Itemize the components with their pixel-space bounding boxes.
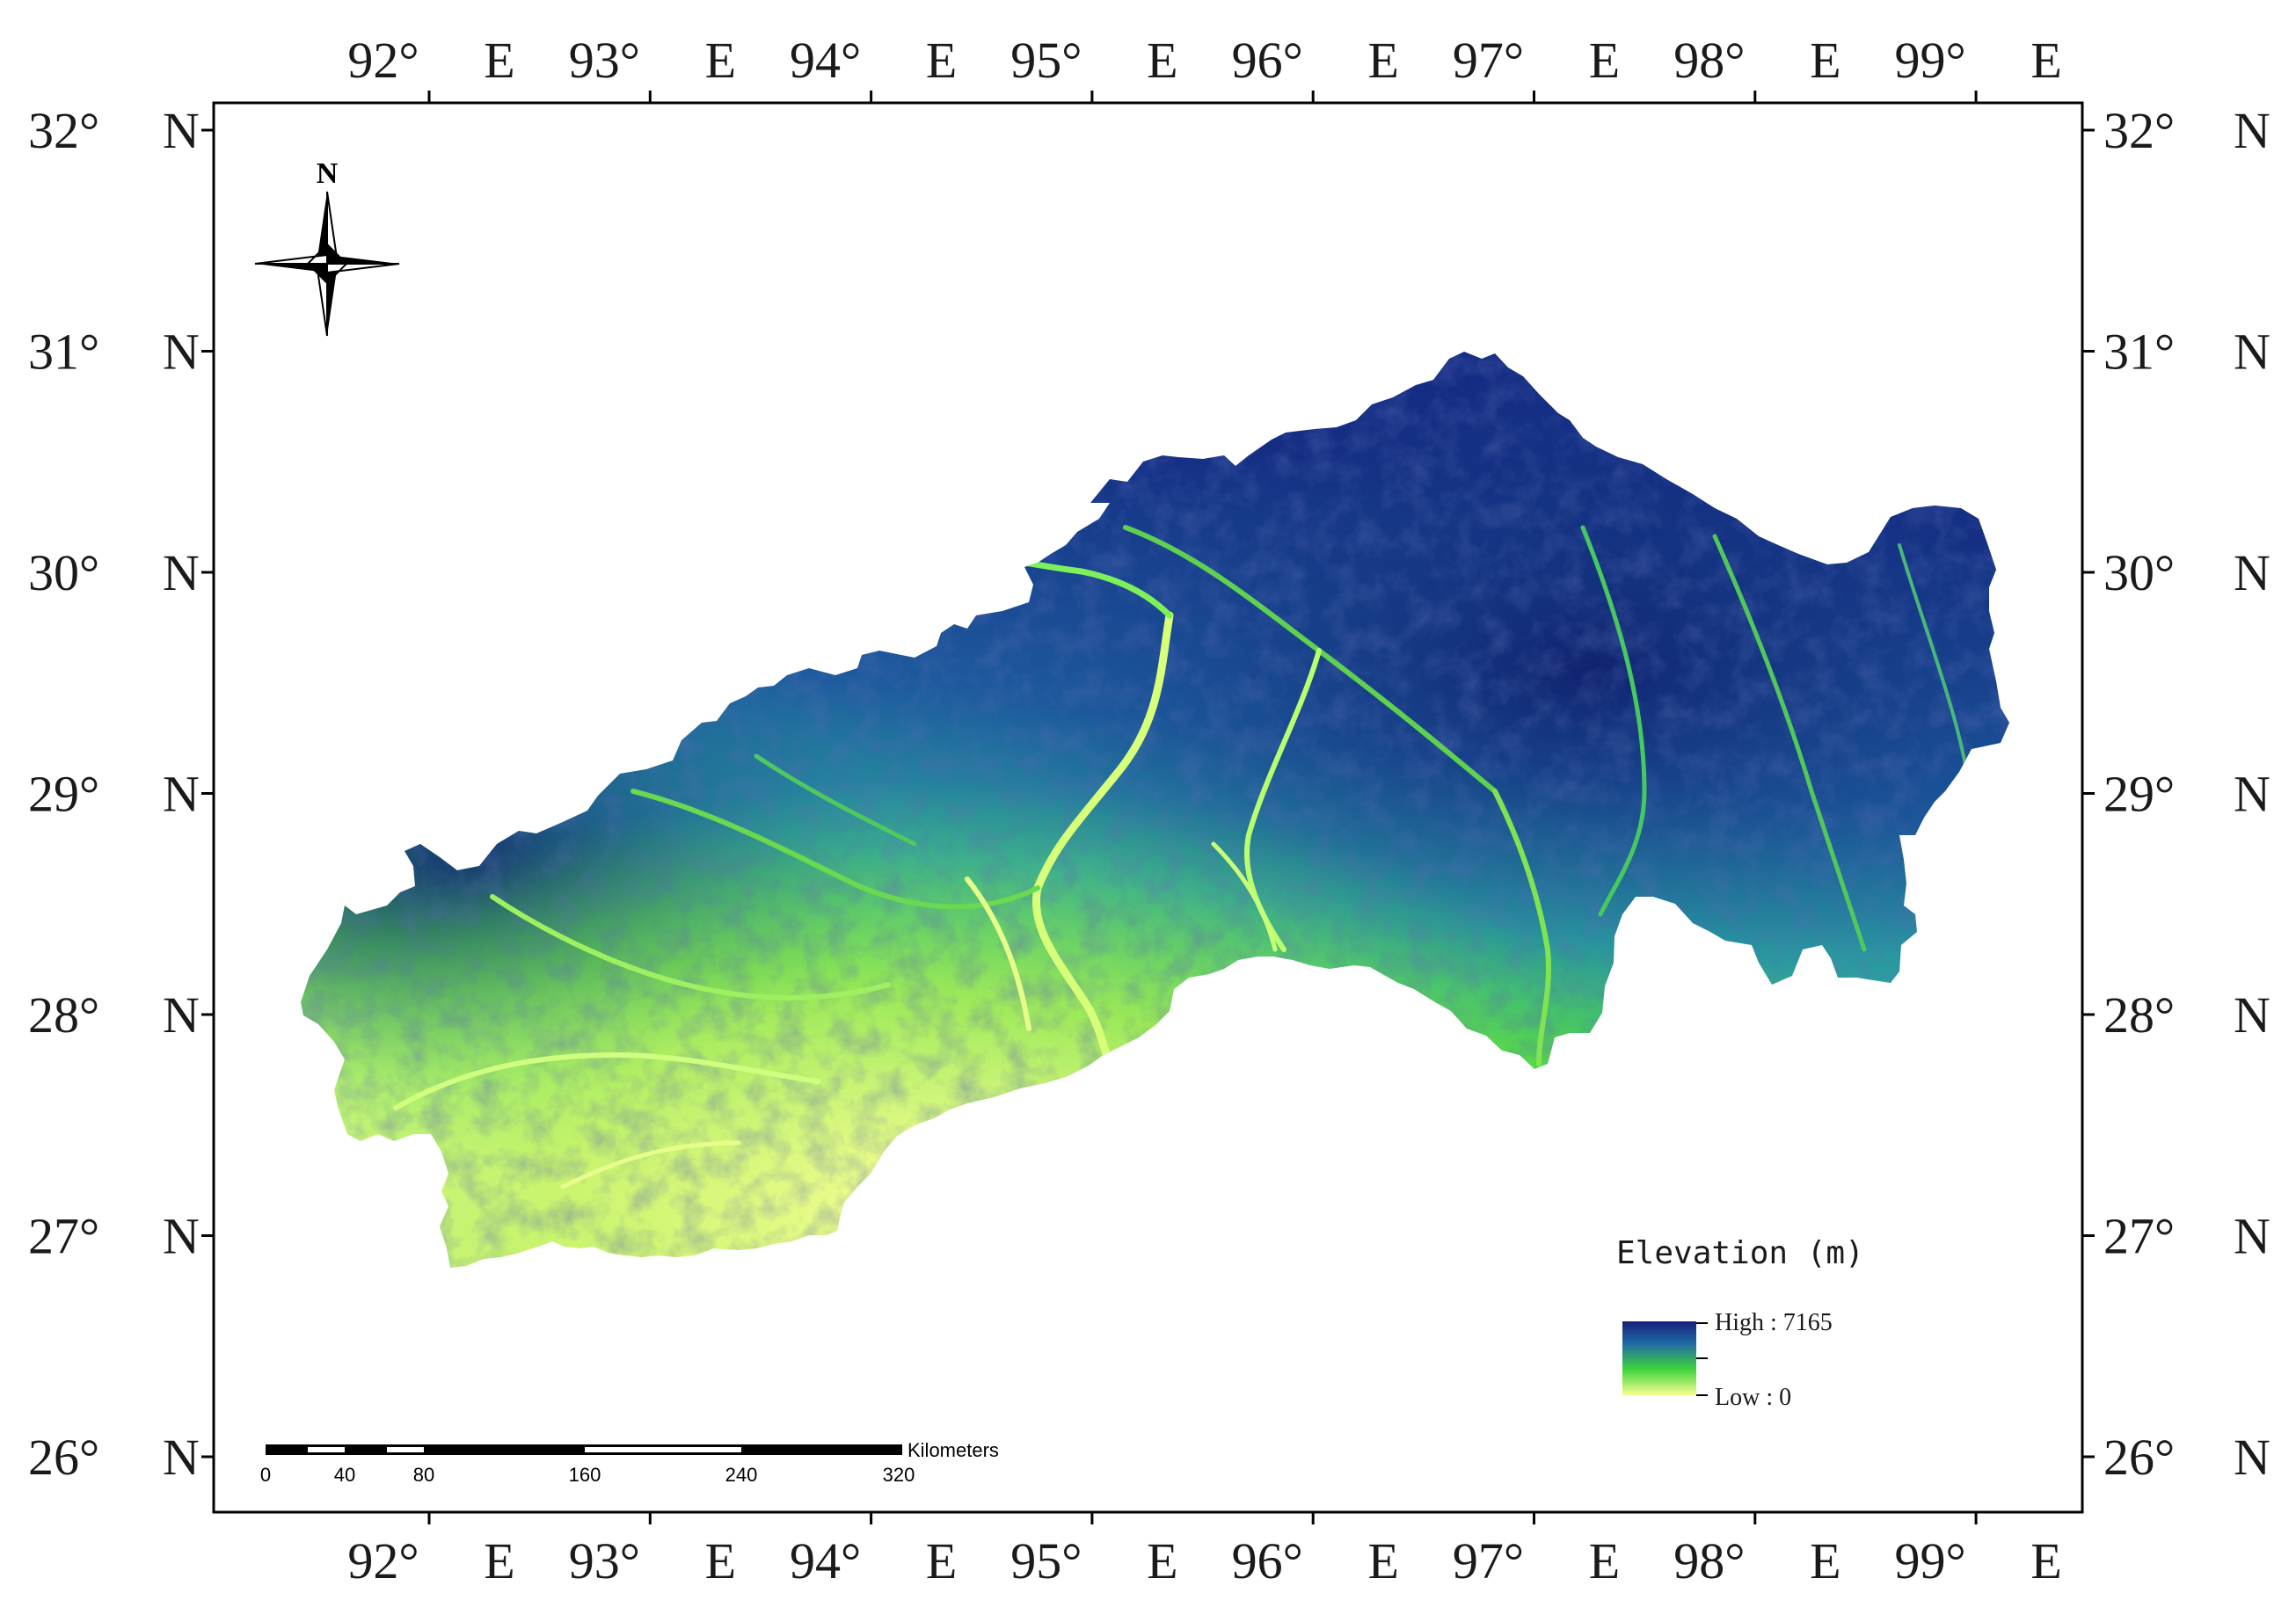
lon-label-degree: 95°: [1010, 1532, 1082, 1590]
lat-label-degree: 31°: [2103, 324, 2175, 381]
scale-tick-label: 80: [413, 1464, 434, 1486]
longitude-labels-top: 92° E 93° E 94° E 95° E 96° E 97° E 98° E 99° E: [347, 32, 2061, 89]
lon-label-degree: 95°: [1010, 32, 1082, 89]
lat-label-hemisphere: N: [2234, 324, 2270, 381]
latitude-labels-left: 32° N 31° N 30° N 29° N 28° N 27° N 26° N: [28, 102, 200, 1486]
lat-label-degree: 28°: [2103, 986, 2175, 1044]
scale-bar: Kilometers 0 40 80 160 240 320: [260, 1439, 999, 1486]
lon-label-hemisphere: E: [1367, 32, 1398, 89]
lat-label-hemisphere: N: [163, 544, 200, 601]
lon-label-degree: 93°: [569, 32, 640, 89]
lon-label-hemisphere: E: [1810, 1532, 1840, 1590]
lon-label-degree: 94°: [790, 32, 861, 89]
north-arrow-label: N: [317, 157, 339, 190]
lat-label-degree: 31°: [28, 324, 99, 381]
north-arrow-icon: N: [254, 157, 400, 337]
scale-unit: Kilometers: [907, 1439, 999, 1461]
lat-label-hemisphere: N: [163, 766, 200, 823]
scale-tick-label: 40: [334, 1464, 355, 1486]
lon-label-degree: 92°: [347, 1532, 419, 1590]
lon-label-degree: 96°: [1232, 32, 1303, 89]
lon-label-hemisphere: E: [1810, 32, 1840, 89]
lon-label-hemisphere: E: [705, 32, 736, 89]
lon-label-degree: 99°: [1894, 32, 1965, 89]
lat-label-degree: 32°: [2103, 102, 2175, 159]
lat-label-degree: 32°: [28, 102, 99, 159]
lon-label-degree: 98°: [1673, 1532, 1745, 1590]
legend-color-ramp: [1622, 1321, 1696, 1395]
lon-label-hemisphere: E: [484, 1532, 514, 1590]
lon-label-degree: 98°: [1673, 32, 1745, 89]
lat-label-hemisphere: N: [163, 1429, 200, 1486]
lat-label-degree: 27°: [28, 1208, 99, 1265]
lon-label-degree: 96°: [1232, 1532, 1303, 1590]
lat-label-degree: 28°: [28, 986, 99, 1044]
lon-label-degree: 99°: [1894, 1532, 1965, 1590]
legend: Elevation (m) High : 7165 Low : 0: [1616, 1235, 1864, 1411]
lon-label-degree: 94°: [790, 1532, 861, 1590]
lon-label-hemisphere: E: [705, 1532, 736, 1590]
lat-label-degree: 26°: [2103, 1429, 2175, 1486]
lon-label-degree: 97°: [1453, 32, 1524, 89]
lat-label-degree: 27°: [2103, 1208, 2175, 1265]
lon-label-hemisphere: E: [1147, 32, 1177, 89]
scale-tick-label: 0: [260, 1464, 271, 1486]
lat-label-hemisphere: N: [2234, 544, 2270, 601]
legend-low-label: Low : 0: [1715, 1384, 1791, 1411]
lon-label-hemisphere: E: [1367, 1532, 1398, 1590]
lat-label-degree: 29°: [2103, 766, 2175, 823]
lon-label-hemisphere: E: [1147, 1532, 1177, 1590]
lon-label-hemisphere: E: [1589, 32, 1620, 89]
lat-label-hemisphere: N: [163, 324, 200, 381]
lon-label-hemisphere: E: [484, 32, 514, 89]
lat-label-degree: 30°: [2103, 544, 2175, 601]
lat-label-hemisphere: N: [2234, 986, 2270, 1044]
longitude-labels-bottom: 92° E 93° E 94° E 95° E 96° E 97° E 98° E 99° E: [347, 1532, 2061, 1590]
lat-label-degree: 30°: [28, 544, 99, 601]
lat-label-hemisphere: N: [2234, 766, 2270, 823]
latitude-labels-right: 32° N 31° N 30° N 29° N 28° N 27° N 26° N: [2103, 102, 2270, 1486]
lon-label-degree: 97°: [1453, 1532, 1524, 1590]
lon-label-hemisphere: E: [926, 1532, 957, 1590]
lat-label-hemisphere: N: [163, 1208, 200, 1265]
scale-tick-label: 160: [569, 1464, 601, 1486]
lat-label-degree: 29°: [28, 766, 99, 823]
lat-label-hemisphere: N: [163, 986, 200, 1044]
legend-high-label: High : 7165: [1715, 1309, 1833, 1336]
lat-label-hemisphere: N: [163, 102, 200, 159]
lon-label-degree: 92°: [347, 32, 419, 89]
lat-label-hemisphere: N: [2234, 102, 2270, 159]
scale-tick-label: 240: [725, 1464, 758, 1486]
lon-label-hemisphere: E: [926, 32, 957, 89]
lat-label-hemisphere: N: [2234, 1429, 2270, 1486]
lat-label-degree: 26°: [28, 1429, 99, 1486]
lon-label-hemisphere: E: [2030, 1532, 2061, 1590]
legend-title: Elevation (m): [1616, 1235, 1864, 1271]
lon-label-hemisphere: E: [1589, 1532, 1620, 1590]
scale-tick-label: 320: [883, 1464, 915, 1486]
lon-label-degree: 93°: [569, 1532, 640, 1590]
graticule-ticks: [201, 91, 2095, 1524]
lon-label-hemisphere: E: [2030, 32, 2061, 89]
lat-label-hemisphere: N: [2234, 1208, 2270, 1265]
